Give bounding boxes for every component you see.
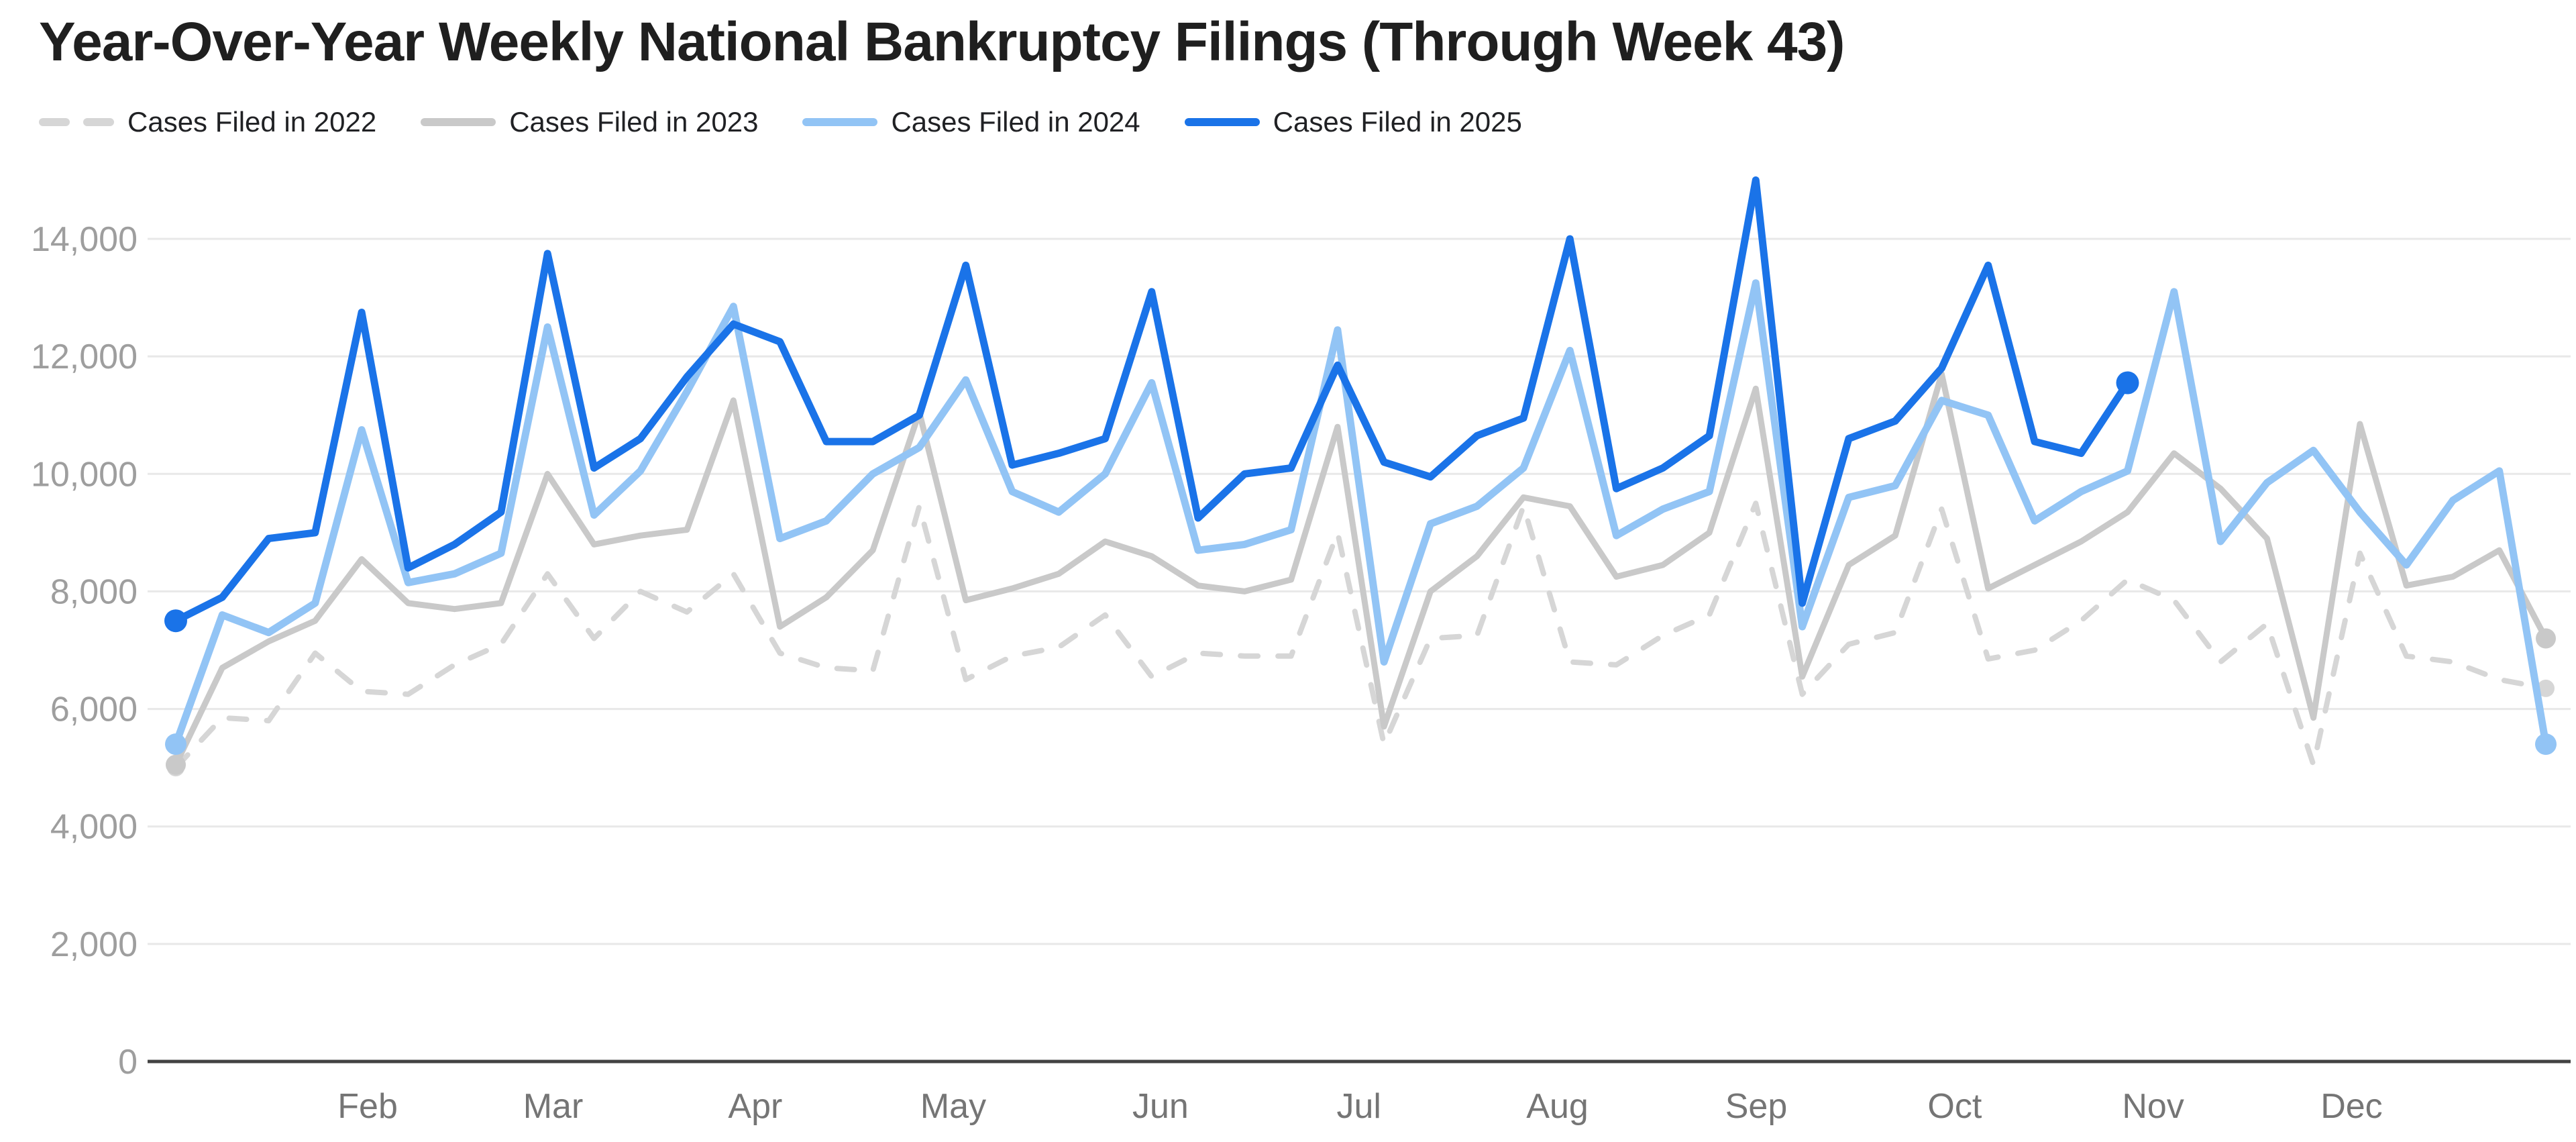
end-dot-cases-filed-in-2022: [2537, 679, 2555, 697]
y-tick-label: 10,000: [31, 455, 138, 494]
series-cases-filed-in-2023: [166, 370, 2556, 775]
end-dot-cases-filed-in-2023: [2536, 628, 2556, 649]
y-tick-label: 0: [118, 1043, 138, 1082]
end-dot-cases-filed-in-2025: [2116, 371, 2139, 395]
series-cases-filed-in-2024: [165, 279, 2557, 756]
legend-item-cases-2022[interactable]: Cases Filed in 2022: [39, 106, 376, 138]
start-dot-cases-filed-in-2023: [166, 754, 186, 775]
legend-label: Cases Filed in 2024: [891, 106, 1140, 138]
x-tick-label-jun: Jun: [1132, 1087, 1189, 1126]
legend-swatch-cases-2023: [421, 118, 496, 126]
legend-swatch-cases-2024: [802, 118, 878, 126]
legend-swatch-cases-2025: [1184, 118, 1260, 126]
chart-legend: Cases Filed in 2022 Cases Filed in 2023 Ca…: [39, 106, 1522, 138]
start-dot-cases-filed-in-2024: [165, 733, 186, 756]
y-tick-label: 8,000: [50, 572, 138, 611]
series-cases-filed-in-2025: [164, 176, 2139, 633]
legend-label: Cases Filed in 2025: [1273, 106, 1522, 138]
y-tick-label: 6,000: [50, 690, 138, 729]
x-axis-labels: Feb Mar Apr May Jun Jul Aug Sep Oct Nov Dec: [337, 1087, 2382, 1126]
start-dot-cases-filed-in-2025: [164, 609, 187, 633]
y-axis-labels: 0 2,000 4,000 6,000 8,000 10,000 12,000 14,000: [31, 220, 138, 1082]
x-tick-label-aug: Aug: [1526, 1087, 1589, 1126]
legend-swatch-cases-2022: [39, 118, 114, 126]
x-tick-label-nov: Nov: [2122, 1087, 2184, 1126]
x-tick-label-dec: Dec: [2320, 1087, 2382, 1126]
page-title: Year-Over-Year Weekly National Bankruptc…: [39, 11, 1845, 72]
y-tick-label: 4,000: [50, 808, 138, 847]
y-tick-label: 2,000: [50, 925, 138, 964]
legend-label: Cases Filed in 2022: [127, 106, 377, 138]
x-tick-label-may: May: [920, 1087, 986, 1126]
series-line-cases-filed-in-2024: [172, 279, 2550, 748]
x-tick-label-apr: Apr: [728, 1087, 782, 1126]
legend-item-cases-2024[interactable]: Cases Filed in 2024: [802, 106, 1140, 138]
gridlines: [148, 238, 2571, 1063]
legend-item-cases-2023[interactable]: Cases Filed in 2023: [421, 106, 758, 138]
series-line-cases-filed-in-2022: [173, 501, 2548, 771]
legend-label: Cases Filed in 2023: [509, 106, 759, 138]
legend-item-cases-2025[interactable]: Cases Filed in 2025: [1184, 106, 1522, 138]
x-tick-label-oct: Oct: [1927, 1087, 1982, 1126]
series-line-cases-filed-in-2023: [172, 370, 2549, 768]
x-tick-label-sep: Sep: [1725, 1087, 1788, 1126]
y-tick-label: 14,000: [31, 220, 138, 259]
x-tick-label-jul: Jul: [1336, 1087, 1381, 1126]
x-tick-label-mar: Mar: [523, 1087, 584, 1126]
end-dot-cases-filed-in-2024: [2535, 733, 2557, 756]
x-tick-label-feb: Feb: [337, 1087, 398, 1126]
series-line-cases-filed-in-2025: [172, 176, 2131, 625]
y-tick-label: 12,000: [31, 338, 138, 376]
